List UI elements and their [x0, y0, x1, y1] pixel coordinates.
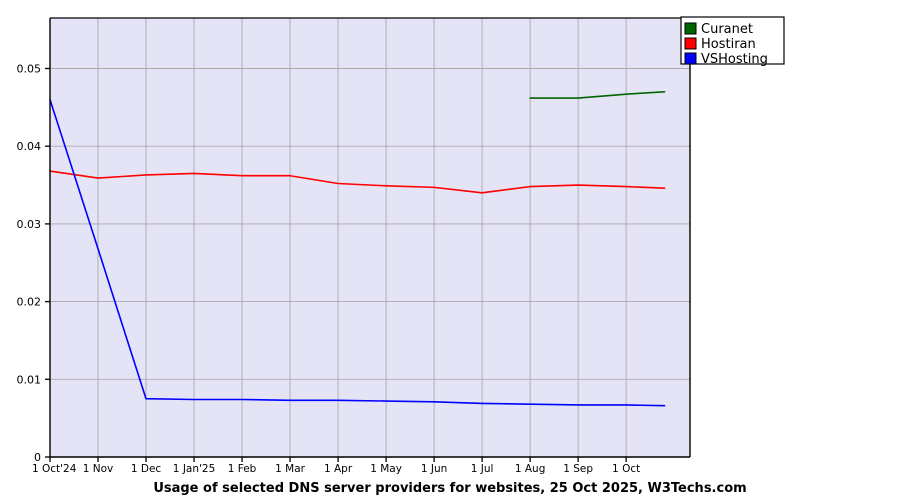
y-axis-ticks: [45, 67, 50, 458]
x-axis-tick-label: 1 Nov: [83, 463, 114, 475]
plot-area-background: [50, 18, 690, 457]
legend-label-hostiran: Hostiran: [701, 37, 756, 52]
x-axis-tick-label: 1 Jan'25: [173, 463, 215, 475]
x-axis-tick-label: 1 Dec: [131, 463, 162, 475]
x-axis-tick-labels: 1 Oct'24 1 Nov 1 Dec 1 Jan'25 1 Feb 1 Mar 1 Ap…: [32, 463, 640, 475]
y-axis-tick-label: 0.04: [17, 140, 42, 153]
legend-label-curanet: Curanet: [701, 22, 753, 37]
legend-label-vshosting: VSHosting: [701, 52, 768, 67]
x-axis-ticks: [49, 457, 627, 462]
x-axis-tick-label: 1 Apr: [324, 463, 353, 475]
x-axis-tick-label: 1 Sep: [563, 463, 593, 475]
x-axis-tick-label: 1 Oct: [612, 463, 640, 475]
series-line-hostiran: [49, 170, 666, 194]
legend-swatch-curanet: [684, 22, 697, 35]
x-axis-tick-label: 1 Mar: [275, 463, 306, 475]
x-axis-tick-label: 1 Jul: [471, 463, 494, 475]
chart-caption: Usage of selected DNS server providers f…: [153, 481, 746, 496]
x-axis-tick-label: 1 Oct'24: [32, 463, 77, 475]
x-axis-tick-label: 1 May: [370, 463, 402, 475]
y-axis-tick-label: 0: [34, 451, 41, 464]
y-gridlines: [50, 68, 690, 380]
y-axis-tick-label: 0.02: [17, 296, 42, 309]
series-line-curanet: [529, 91, 666, 99]
data-series-group: [49, 91, 666, 407]
y-axis-tick-label: 0.05: [17, 63, 42, 76]
legend-swatch-hostiran: [684, 37, 697, 50]
legend-swatch-vshosting: [684, 52, 697, 65]
y-axis-tick-label: 0.03: [17, 218, 42, 231]
x-axis-tick-label: 1 Aug: [515, 463, 546, 475]
legend-box: [680, 16, 785, 65]
y-axis-tick-labels: 0 0.01 0.02 0.03 0.04 0.05: [17, 63, 42, 464]
y-axis-tick-label: 0.01: [17, 373, 42, 386]
x-axis-tick-label: 1 Jun: [421, 463, 447, 475]
x-axis-tick-label: 1 Feb: [228, 463, 257, 475]
series-line-vshosting: [49, 98, 666, 407]
x-gridlines: [97, 18, 627, 457]
